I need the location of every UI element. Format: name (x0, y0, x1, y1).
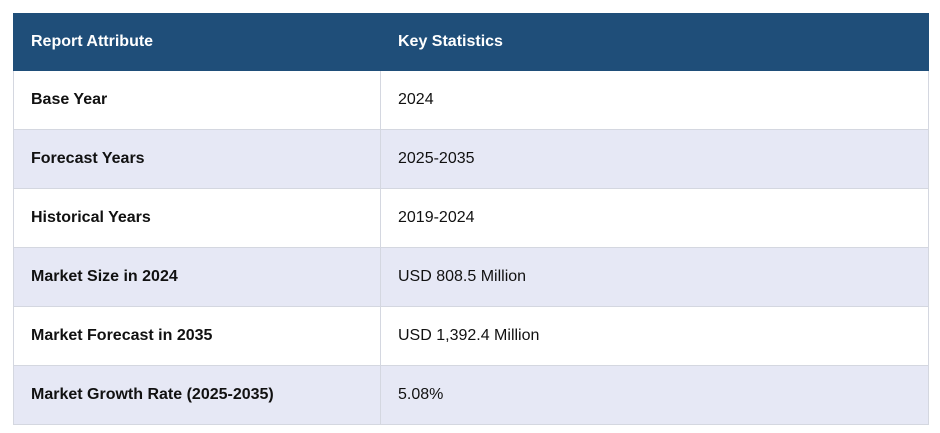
table-row: Market Size in 2024 USD 808.5 Million (13, 247, 929, 307)
attribute-cell: Market Size in 2024 (13, 247, 381, 307)
value-cell: 5.08% (380, 365, 929, 425)
table-row: Historical Years 2019-2024 (13, 188, 929, 248)
table-row: Forecast Years 2025-2035 (13, 129, 929, 189)
attribute-cell: Market Forecast in 2035 (13, 306, 381, 366)
value-cell: USD 1,392.4 Million (380, 306, 929, 366)
stats-table: Report Attribute Key Statistics Base Year… (13, 13, 929, 425)
value-cell: USD 808.5 Million (380, 247, 929, 307)
attribute-cell: Base Year (13, 70, 381, 130)
value-cell: 2025-2035 (380, 129, 929, 189)
header-cell: Report Attribute (13, 13, 381, 71)
table-row: Market Growth Rate (2025-2035) 5.08% (13, 365, 929, 425)
header-cell: Key Statistics (380, 13, 929, 71)
attribute-cell: Historical Years (13, 188, 381, 248)
value-cell: 2024 (380, 70, 929, 130)
table-row: Market Forecast in 2035 USD 1,392.4 Milli… (13, 306, 929, 366)
attribute-cell: Forecast Years (13, 129, 381, 189)
attribute-cell: Market Growth Rate (2025-2035) (13, 365, 381, 425)
value-cell: 2019-2024 (380, 188, 929, 248)
table-row: Base Year 2024 (13, 70, 929, 130)
header-row: Report Attribute Key Statistics (13, 13, 929, 71)
